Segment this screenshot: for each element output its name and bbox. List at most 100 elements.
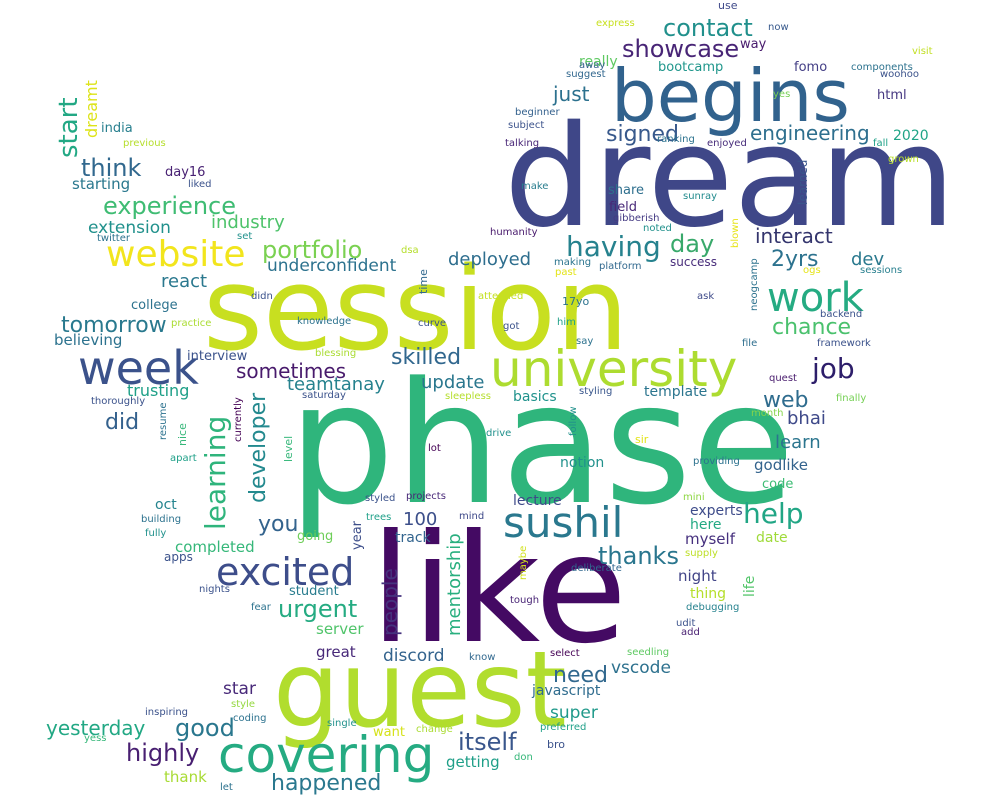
word-way: way xyxy=(740,37,767,52)
word-starting: starting xyxy=(72,175,131,193)
word-noted: noted xyxy=(643,223,672,234)
word-code: code xyxy=(762,477,794,492)
word-talking: talking xyxy=(505,138,540,149)
word-deliberate: deliberate xyxy=(571,563,622,574)
word-ask: ask xyxy=(697,291,715,302)
word-just: just xyxy=(553,82,590,106)
word-react: react xyxy=(161,271,208,292)
word-attended: attended xyxy=(478,291,524,302)
word-preferred: preferred xyxy=(540,722,587,733)
word-time: time xyxy=(417,269,430,294)
word-fear: fear xyxy=(251,602,271,613)
word-life: life xyxy=(742,575,758,597)
word-think: think xyxy=(81,154,142,182)
word-sessions: sessions xyxy=(860,265,903,276)
word-teamtanay: teamtanay xyxy=(287,374,385,395)
word-discord: discord xyxy=(383,646,445,666)
word-curve: curve xyxy=(418,318,447,329)
word-week: week xyxy=(78,341,199,395)
word-chance: chance xyxy=(772,315,852,340)
word-select: select xyxy=(550,648,580,659)
word-myself: myself xyxy=(685,530,735,548)
word-completed: completed xyxy=(175,538,255,556)
word-neogcamp: neogcamp xyxy=(749,258,760,311)
word-ranking: ranking xyxy=(657,134,695,145)
word-maybe: maybe xyxy=(518,545,529,580)
word-udit: udit xyxy=(676,618,696,629)
word-didn: didn xyxy=(251,291,273,302)
word-away: away xyxy=(579,60,606,71)
word-twitter: twitter xyxy=(97,233,130,244)
word-highly: highly xyxy=(126,739,200,767)
word-learning: learning xyxy=(199,415,232,530)
word-template: template xyxy=(644,384,708,400)
word-star: star xyxy=(223,679,256,699)
word-learned: learned xyxy=(796,159,810,205)
word-styled: styled xyxy=(365,493,396,504)
word-follow: follow xyxy=(568,406,579,437)
word-need: need xyxy=(553,663,608,688)
word-signed: signed xyxy=(606,122,679,147)
word-components: components xyxy=(851,62,913,73)
word-really: really xyxy=(579,54,618,70)
word-him: him xyxy=(557,317,576,328)
word-godlike: godlike xyxy=(754,456,808,474)
word-suggest: suggest xyxy=(566,69,606,80)
word-yesterday: yesterday xyxy=(46,716,146,740)
word-want: want xyxy=(373,725,405,740)
word-bhai: bhai xyxy=(787,408,826,429)
word-17yo: 17yo xyxy=(562,295,590,308)
word-deployed: deployed xyxy=(448,249,532,270)
word-dsa: dsa xyxy=(401,245,419,256)
word-fully: fully xyxy=(145,528,167,539)
word-notion: notion xyxy=(560,455,605,471)
word-ogs: ogs xyxy=(803,265,821,276)
word-resume: resume xyxy=(158,402,169,441)
word-humanity: humanity xyxy=(490,227,538,238)
word-month: month xyxy=(751,408,784,419)
word-dev: dev xyxy=(851,249,885,270)
word-help: help xyxy=(743,497,804,530)
word-finally: finally xyxy=(836,393,867,404)
word-people: people xyxy=(378,568,402,636)
word-currently: currently xyxy=(233,397,244,442)
word-extension: extension xyxy=(88,218,171,238)
word-interact: interact xyxy=(755,224,833,248)
word-styling: styling xyxy=(579,386,613,397)
word-basics: basics xyxy=(513,389,557,405)
word-engineering: engineering xyxy=(750,121,870,145)
word-supply: supply xyxy=(685,548,718,559)
word-success: success xyxy=(670,255,717,269)
word-excited: excited xyxy=(216,550,355,594)
word-building: building xyxy=(141,514,182,525)
word-knowledge: knowledge xyxy=(297,316,352,327)
word-showcase: showcase xyxy=(622,35,740,63)
word-previous: previous xyxy=(123,138,166,149)
word-change: change xyxy=(416,724,453,735)
word-dreamt: dreamt xyxy=(82,80,101,138)
word-thoroughly: thoroughly xyxy=(91,396,146,407)
word-guest: guest xyxy=(273,629,567,751)
word-express: express xyxy=(596,18,635,29)
word-file: file xyxy=(742,338,758,349)
word-liked: liked xyxy=(188,179,212,190)
word-you: you xyxy=(258,512,299,537)
word-100: 100 xyxy=(403,509,438,530)
word-night: night xyxy=(678,567,717,585)
word-debugging: debugging xyxy=(686,602,740,613)
word-update: update xyxy=(421,372,485,393)
word-university: university xyxy=(490,340,738,398)
word-use: use xyxy=(718,0,738,12)
word-make: make xyxy=(521,181,549,192)
word-date: date xyxy=(756,530,788,546)
word-tough: tough xyxy=(510,595,540,606)
word-add: add xyxy=(681,627,700,638)
word-providing: providing xyxy=(693,456,740,467)
word-website: website xyxy=(106,234,246,275)
word-contact: contact xyxy=(663,14,753,42)
word-urgent: urgent xyxy=(278,595,358,623)
word-making: making xyxy=(554,257,592,268)
word-nights: nights xyxy=(199,584,230,595)
word-getting: getting xyxy=(446,753,500,771)
word-inspiring: inspiring xyxy=(145,707,189,718)
